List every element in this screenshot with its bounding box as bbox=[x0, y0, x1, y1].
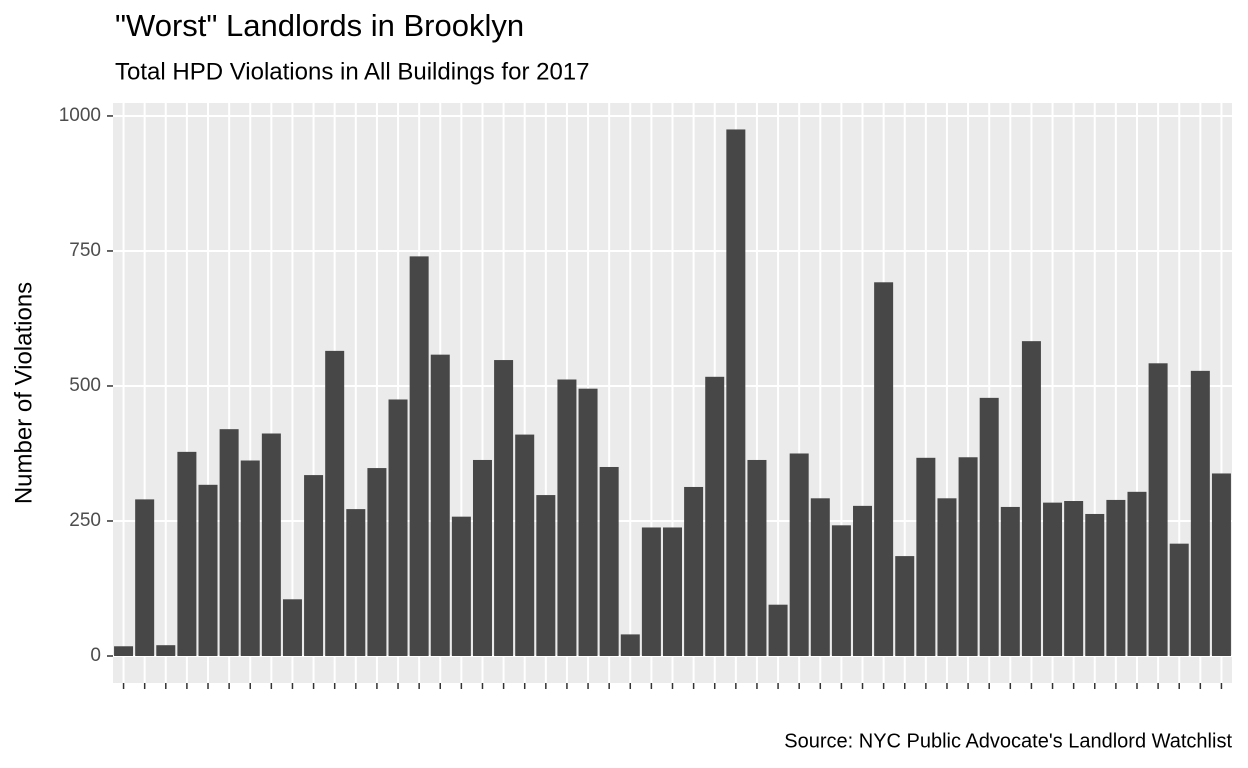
bar bbox=[430, 354, 450, 656]
bar bbox=[895, 556, 915, 656]
bar bbox=[853, 505, 873, 656]
bar bbox=[726, 129, 746, 656]
bar bbox=[937, 498, 957, 656]
bar bbox=[578, 388, 598, 656]
y-tick-label: 750 bbox=[69, 240, 101, 261]
bar bbox=[979, 397, 999, 656]
bar bbox=[916, 457, 936, 656]
bar bbox=[641, 527, 661, 656]
bar bbox=[1106, 499, 1126, 656]
bar bbox=[388, 399, 408, 656]
bar bbox=[409, 256, 429, 656]
bar bbox=[1211, 473, 1231, 656]
bar bbox=[219, 429, 239, 656]
bar bbox=[599, 466, 619, 656]
bar bbox=[1000, 506, 1020, 656]
bar bbox=[367, 468, 387, 656]
bar bbox=[472, 459, 492, 656]
bar bbox=[620, 634, 640, 656]
bar bbox=[240, 460, 260, 656]
bar bbox=[1169, 543, 1189, 656]
y-axis-label: Number of Violations bbox=[10, 282, 37, 504]
bar bbox=[536, 495, 556, 656]
bar bbox=[515, 434, 535, 656]
bar bbox=[325, 350, 345, 656]
bar bbox=[1085, 513, 1105, 656]
bar bbox=[494, 360, 514, 656]
chart-title: "Worst" Landlords in Brooklyn bbox=[115, 8, 524, 43]
bar bbox=[662, 527, 683, 656]
caption: Source: NYC Public Advocate's Landlord W… bbox=[784, 730, 1232, 752]
bar bbox=[135, 499, 155, 656]
bar bbox=[156, 645, 176, 656]
bar bbox=[768, 604, 788, 656]
bar bbox=[1043, 502, 1063, 656]
chart-subtitle: Total HPD Violations in All Buildings fo… bbox=[115, 58, 590, 85]
bar bbox=[346, 509, 366, 656]
bar bbox=[557, 379, 577, 656]
bar bbox=[261, 433, 281, 656]
bar bbox=[451, 516, 471, 656]
bar bbox=[958, 457, 978, 656]
y-tick-label: 500 bbox=[69, 375, 101, 396]
bar bbox=[810, 498, 830, 656]
bar bbox=[789, 453, 809, 656]
y-tick-label: 250 bbox=[69, 510, 101, 531]
bar bbox=[1064, 501, 1084, 656]
bar bbox=[747, 459, 767, 656]
y-tick-label: 0 bbox=[90, 645, 101, 666]
bar bbox=[282, 599, 302, 656]
bar bbox=[874, 282, 894, 656]
bar bbox=[1127, 491, 1147, 656]
bar bbox=[831, 525, 851, 656]
y-tick-label: 1000 bbox=[59, 105, 101, 126]
bar bbox=[1148, 363, 1168, 656]
bar bbox=[304, 475, 324, 656]
bar bbox=[684, 486, 704, 656]
bar bbox=[705, 376, 725, 656]
bar bbox=[1021, 341, 1041, 656]
bar bbox=[1190, 370, 1210, 656]
bar bbox=[114, 646, 134, 656]
bar bbox=[198, 484, 218, 656]
bar bbox=[177, 451, 197, 656]
